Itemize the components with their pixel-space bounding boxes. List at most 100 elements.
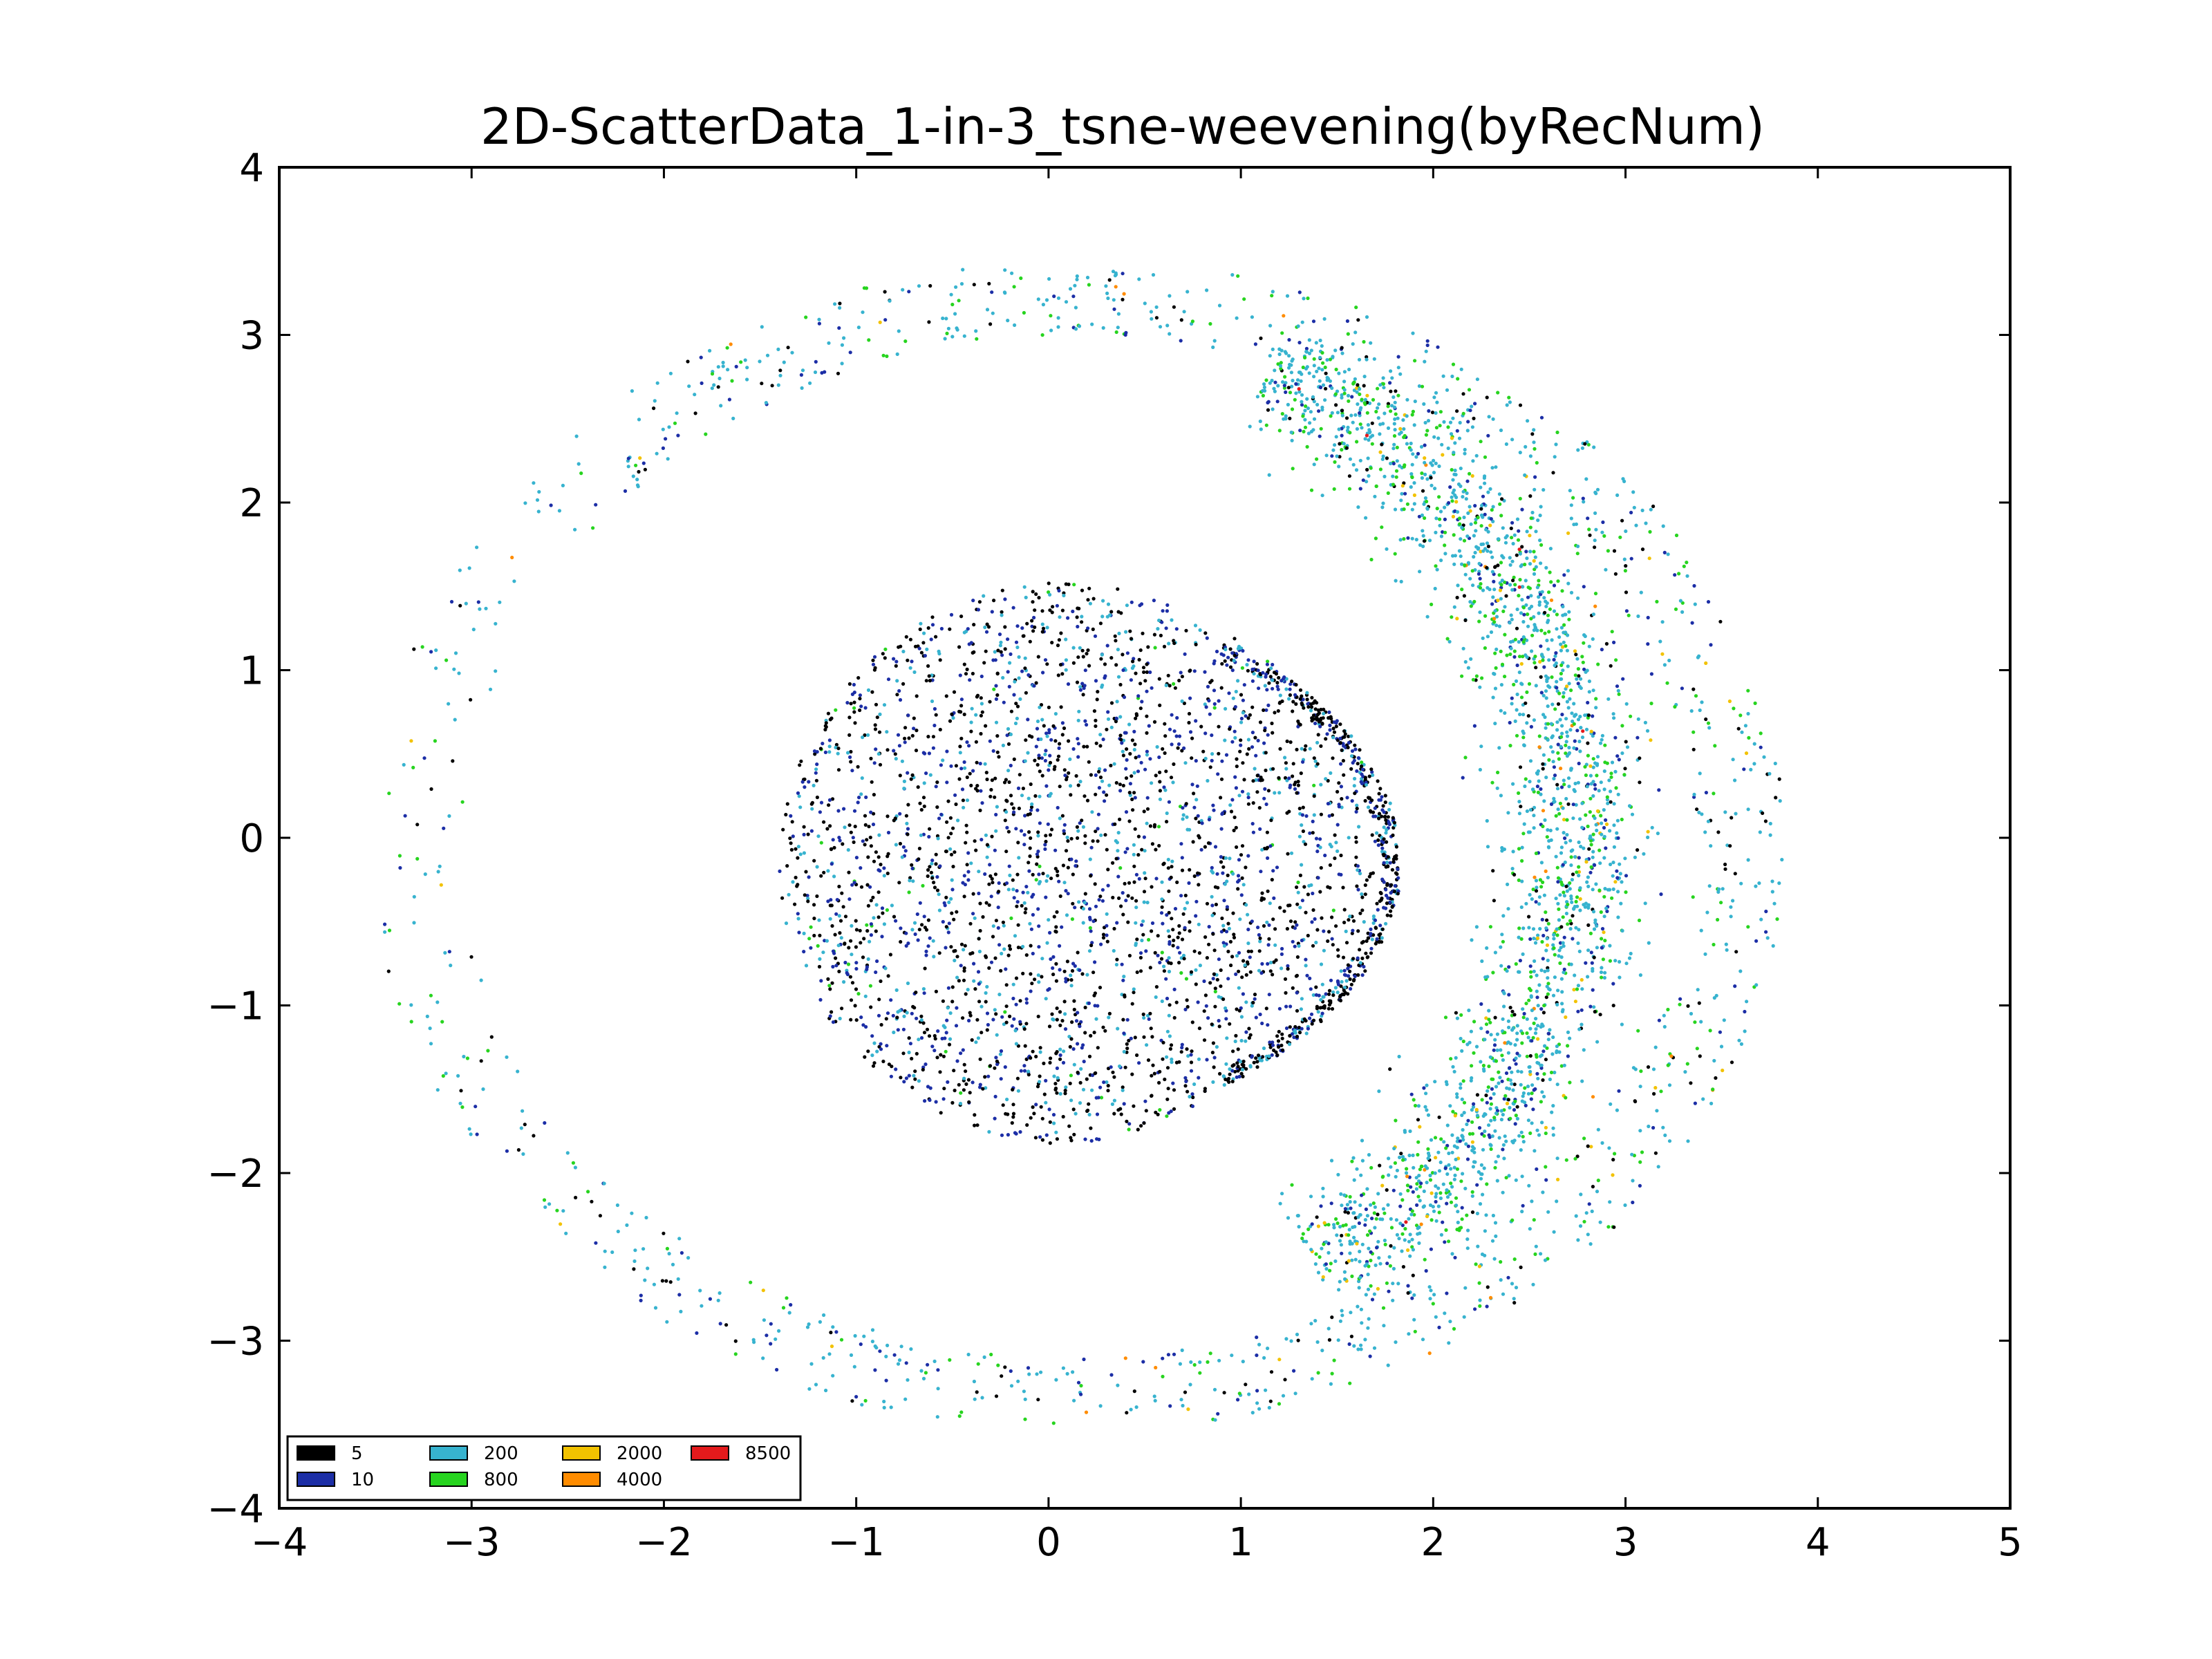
data-point [1231,911,1235,915]
data-point [831,838,835,842]
data-point [1190,1092,1194,1096]
data-point [1559,671,1563,676]
data-point [1180,675,1184,679]
data-point [1094,1017,1098,1021]
data-point [1021,971,1025,975]
data-point [1425,1108,1429,1112]
data-point [1237,858,1241,862]
data-point [1219,686,1224,690]
data-point [1598,1013,1602,1017]
data-point [1232,659,1236,663]
data-point [1137,877,1141,881]
data-point [1392,442,1396,447]
data-point [1555,827,1559,831]
data-point [1521,1091,1526,1095]
data-point [1610,760,1615,765]
data-point [859,792,863,796]
data-point [1020,794,1024,798]
data-point [877,997,881,1002]
data-point [1154,985,1159,989]
data-point [931,735,935,739]
data-point [1453,554,1457,558]
data-point [1295,378,1300,382]
data-point [1083,719,1087,723]
data-point [1382,1211,1387,1215]
data-point [931,939,935,943]
data-point [827,798,832,802]
data-point [1529,594,1533,598]
data-point [1587,847,1591,851]
data-point [1208,981,1212,985]
data-point [1597,888,1602,892]
data-point [1650,825,1654,830]
data-point [1120,962,1124,966]
data-point [1533,1031,1538,1035]
data-point [1553,654,1557,658]
data-point [926,626,930,630]
data-point [1561,613,1565,617]
data-point [993,1116,997,1121]
data-point [1065,913,1069,917]
data-point [1332,487,1336,491]
data-point [906,713,910,718]
data-point [1202,1009,1206,1013]
data-point [869,810,873,814]
data-point [1551,1133,1555,1137]
data-point [1092,993,1096,997]
data-point [1463,756,1468,760]
data-point [1577,874,1581,878]
data-point [1600,927,1605,931]
data-point [1459,467,1463,471]
data-point [1191,840,1195,844]
data-point [1211,932,1215,936]
data-point [856,800,860,805]
data-point [1158,960,1162,965]
data-point [1232,815,1237,819]
data-point [1078,685,1082,689]
data-point [1003,1010,1007,1014]
data-point [1475,1183,1479,1187]
data-point [1513,1122,1517,1126]
data-point [1219,777,1224,781]
data-point [1124,630,1128,634]
data-point [846,751,850,755]
data-point [1239,1015,1244,1019]
data-point [1281,380,1285,384]
data-point [1434,461,1438,466]
data-point [868,984,872,988]
data-point [995,805,999,809]
data-point [1068,784,1073,788]
data-point [1128,629,1132,633]
data-point [1132,843,1136,847]
data-point [965,798,970,803]
data-point [1381,804,1385,808]
data-point [1003,597,1007,601]
data-point [1414,538,1418,542]
data-point [1022,1069,1027,1073]
data-point [943,1025,947,1029]
data-point [1604,641,1609,646]
data-point [1620,880,1624,884]
data-point [1320,916,1324,920]
data-point [1121,891,1125,895]
data-point [1416,1232,1420,1236]
data-point [986,1022,990,1027]
data-point [1125,847,1130,851]
data-point [1179,971,1183,975]
data-point [1618,862,1622,866]
data-point [1146,645,1150,649]
data-point [1610,630,1614,634]
data-point [1320,722,1324,726]
data-point [1526,1118,1530,1123]
data-point [1148,757,1152,761]
data-point [983,1075,987,1079]
data-point [1199,724,1203,729]
data-point [858,697,862,701]
data-point [837,884,841,889]
data-point [1532,1021,1536,1025]
data-point [1206,684,1210,689]
data-point [1543,631,1547,635]
data-point [1518,712,1522,717]
data-point [1342,773,1346,777]
data-point [1366,456,1370,460]
